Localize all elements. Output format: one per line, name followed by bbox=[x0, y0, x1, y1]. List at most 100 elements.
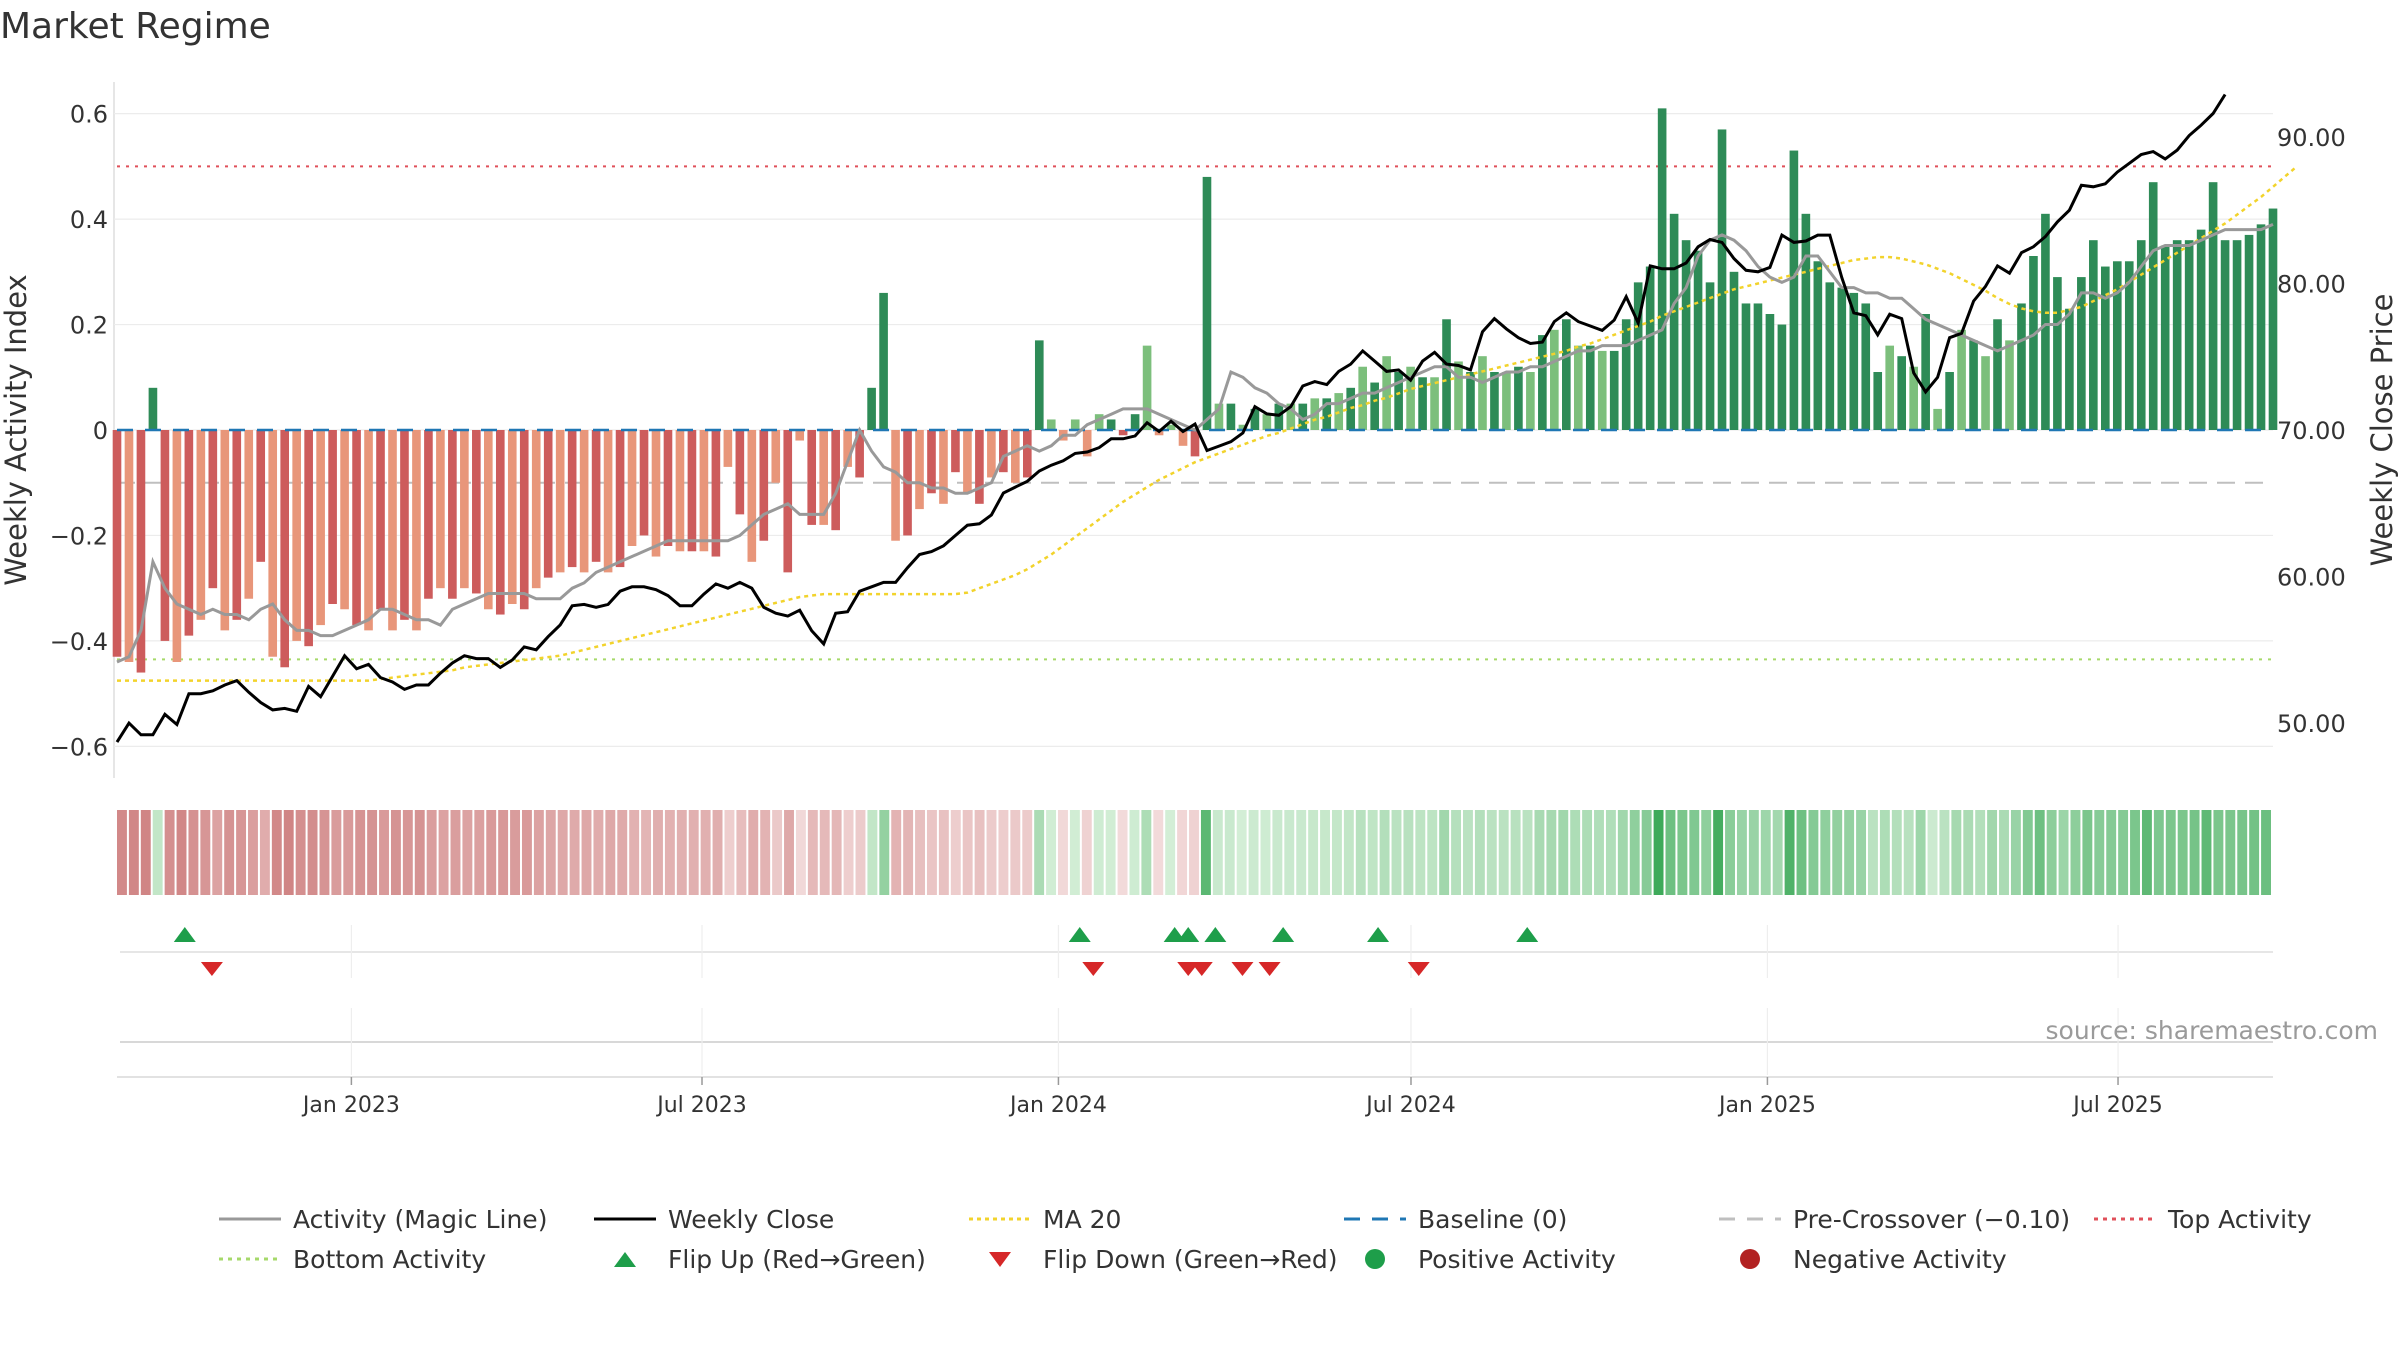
activity-bar bbox=[891, 430, 900, 541]
legend-symbol bbox=[2094, 1217, 2156, 1221]
flip-down-marker bbox=[1258, 962, 1281, 976]
activity-bar bbox=[1322, 398, 1332, 430]
regime-cell bbox=[283, 810, 294, 895]
regime-cell bbox=[2046, 810, 2057, 895]
regime-cell bbox=[915, 810, 925, 895]
activity-bar bbox=[1454, 361, 1463, 430]
regime-cell bbox=[831, 810, 842, 895]
activity-bar bbox=[1921, 314, 1930, 430]
activity-bar bbox=[795, 430, 805, 441]
activity-bar bbox=[1765, 314, 1775, 430]
activity-bar bbox=[1094, 414, 1104, 430]
activity-bar bbox=[244, 430, 254, 599]
activity-bar bbox=[1681, 240, 1691, 430]
regime-cell bbox=[140, 810, 151, 895]
y-left-tick-label: 0.4 bbox=[70, 206, 108, 234]
activity-bar bbox=[1837, 287, 1847, 430]
legend-item: Pre-Crossover (−0.10) bbox=[1715, 1205, 2090, 1234]
legend-symbol bbox=[969, 1217, 1031, 1221]
activity-bar bbox=[1897, 356, 1907, 430]
activity-bar bbox=[771, 430, 781, 483]
activity-bar bbox=[1861, 303, 1871, 430]
regime-cell bbox=[1689, 810, 1700, 895]
activity-bar bbox=[591, 430, 601, 562]
y-left-tick-label: 0.6 bbox=[70, 101, 108, 129]
regime-cell bbox=[2058, 810, 2069, 895]
regime-cell bbox=[700, 810, 711, 895]
regime-cell bbox=[1879, 810, 1890, 895]
regime-cell bbox=[1069, 810, 1080, 895]
regime-cell bbox=[807, 810, 818, 895]
activity-bar bbox=[495, 430, 505, 615]
regime-cell bbox=[1594, 810, 1604, 895]
regime-cell bbox=[176, 810, 187, 895]
regime-cell bbox=[1546, 810, 1557, 895]
regime-cell bbox=[319, 810, 330, 895]
y-left-tick-label: 0 bbox=[93, 417, 108, 445]
activity-bar bbox=[1118, 430, 1128, 436]
regime-cell bbox=[664, 810, 675, 895]
regime-cell bbox=[1296, 810, 1307, 895]
activity-bar bbox=[460, 430, 469, 589]
legend-symbol bbox=[594, 1217, 656, 1221]
activity-bar bbox=[2148, 182, 2158, 430]
regime-cell bbox=[355, 810, 366, 895]
x-tick-label: Jan 2025 bbox=[1717, 1093, 1816, 1118]
activity-bar bbox=[531, 430, 541, 589]
activity-bar bbox=[603, 430, 613, 573]
activity-bar bbox=[951, 430, 960, 473]
activity-bar bbox=[1298, 403, 1308, 430]
activity-bar bbox=[2124, 261, 2134, 430]
regime-cell bbox=[462, 810, 473, 895]
legend-item: Activity (Magic Line) bbox=[215, 1205, 590, 1234]
activity-bar bbox=[1813, 261, 1823, 430]
regime-cell bbox=[903, 810, 914, 895]
activity-bar bbox=[663, 430, 673, 546]
regime-cell bbox=[1760, 810, 1771, 895]
regime-cell bbox=[1605, 810, 1616, 895]
activity-bar bbox=[2256, 224, 2266, 430]
activity-bar bbox=[1597, 350, 1607, 430]
activity-bar bbox=[735, 430, 745, 515]
regime-cell bbox=[2130, 810, 2140, 895]
activity-bar bbox=[819, 430, 829, 525]
y-axis-left-label: Weekly Activity Index bbox=[0, 274, 33, 585]
activity-bar bbox=[867, 387, 876, 430]
activity-bar bbox=[1178, 430, 1188, 446]
activity-bar bbox=[2220, 240, 2230, 430]
regime-cell bbox=[1439, 810, 1450, 895]
flip-markers-panel bbox=[120, 925, 2273, 978]
activity-bar bbox=[1202, 176, 1212, 430]
regime-cell bbox=[938, 810, 949, 895]
regime-cell bbox=[1987, 810, 1998, 895]
regime-cell bbox=[2034, 810, 2045, 895]
regime-cell bbox=[331, 810, 342, 895]
activity-bar bbox=[1969, 340, 1978, 430]
regime-cell bbox=[2082, 810, 2093, 895]
regime-cell bbox=[2070, 810, 2081, 895]
flip-down-marker bbox=[1231, 962, 1254, 976]
regime-cell bbox=[1403, 810, 1414, 895]
activity-bar bbox=[1561, 319, 1571, 430]
activity-bar bbox=[1801, 213, 1811, 430]
activity-bar bbox=[256, 430, 266, 562]
regime-cell bbox=[2118, 810, 2129, 895]
regime-cell bbox=[1951, 810, 1962, 895]
activity-bar bbox=[519, 430, 529, 610]
regime-cell bbox=[1903, 810, 1914, 895]
activity-bar bbox=[472, 430, 481, 594]
activity-bar bbox=[711, 430, 721, 557]
regime-cell bbox=[1320, 810, 1330, 895]
flip-up-marker bbox=[173, 927, 196, 942]
activity-bar bbox=[1849, 292, 1859, 430]
regime-cell bbox=[736, 810, 747, 895]
regime-cell bbox=[117, 810, 127, 895]
regime-cell bbox=[1582, 810, 1593, 895]
regime-cell bbox=[867, 810, 878, 895]
regime-cell bbox=[1975, 810, 1986, 895]
activity-bar bbox=[160, 430, 170, 641]
regime-cell bbox=[1391, 810, 1402, 895]
activity-bar bbox=[292, 430, 301, 641]
regime-cell bbox=[1856, 810, 1867, 895]
regime-cell bbox=[1665, 810, 1676, 895]
